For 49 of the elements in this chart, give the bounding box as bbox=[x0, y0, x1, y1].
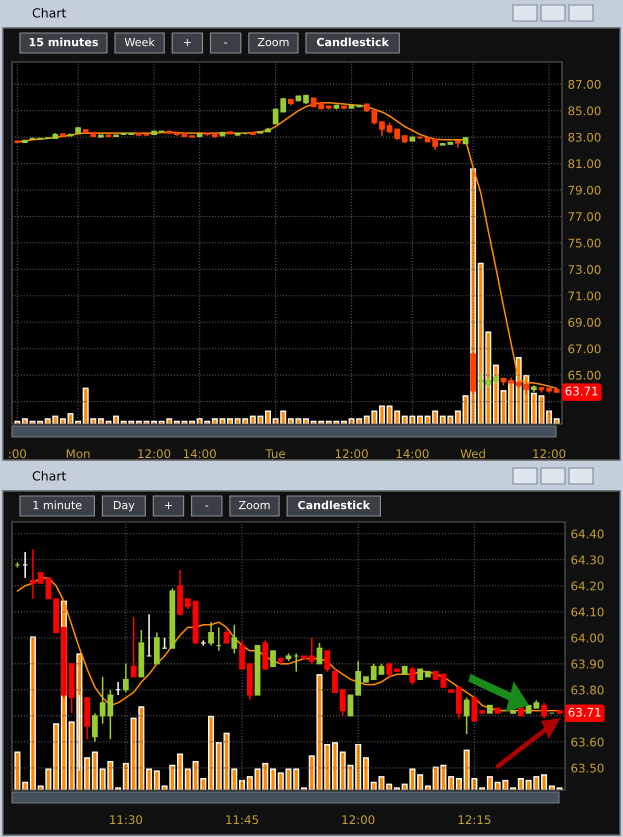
y-tick-label: 79.00 bbox=[568, 186, 601, 195]
text: Week bbox=[124, 38, 155, 46]
x-tick-label: Wed bbox=[460, 449, 485, 458]
y-tick-label: 85.00 bbox=[568, 106, 601, 116]
text: Candlestick bbox=[298, 500, 370, 510]
x-tick-label: 14:00 bbox=[184, 449, 216, 458]
x-tick-label: 11:45 bbox=[226, 815, 258, 824]
y-tick-label: 64.20 bbox=[571, 581, 604, 590]
chart-title: Chart bbox=[32, 8, 66, 18]
x-tick-label: Mon bbox=[66, 449, 90, 458]
y-tick-label: 71.00 bbox=[568, 291, 601, 300]
text: 1 minute bbox=[34, 500, 82, 510]
x-tick-label: 12:15 bbox=[458, 815, 490, 824]
y-tick-label: 81.00 bbox=[568, 159, 601, 168]
x-tick-label: 12:00 bbox=[342, 815, 374, 824]
x-tick-label: 11:30 bbox=[110, 815, 142, 824]
x-tick-label: Tue bbox=[265, 449, 286, 458]
y-tick-label: 64.30 bbox=[571, 555, 604, 564]
y-tick-label: 83.00 bbox=[568, 132, 601, 142]
text: Candlestick bbox=[316, 38, 390, 46]
y-tick-label: 63.90 bbox=[571, 660, 604, 668]
text: + bbox=[164, 502, 172, 510]
text: 15 minutes bbox=[30, 38, 98, 46]
y-tick-label: 64.10 bbox=[571, 607, 604, 616]
chart-title: Chart bbox=[32, 470, 66, 481]
y-tick-label: 69.00 bbox=[568, 318, 601, 327]
x-tick-label: 14:00 bbox=[396, 449, 429, 458]
y-tick-label: 65.00 bbox=[568, 370, 601, 380]
text: Zoom bbox=[238, 500, 270, 510]
y-tick-label: 77.00 bbox=[568, 212, 601, 222]
text: Zoom bbox=[258, 38, 288, 46]
text: - bbox=[224, 42, 228, 44]
x-tick-label: 12:00 bbox=[336, 449, 368, 458]
y-tick-label: 63.60 bbox=[571, 738, 604, 747]
y-tick-label: 87.00 bbox=[568, 80, 601, 89]
y-tick-label: 67.00 bbox=[568, 344, 601, 354]
y-tick-label: 75.00 bbox=[568, 238, 601, 248]
y-tick-label: 64.40 bbox=[571, 529, 604, 538]
annotation: 63.71 bbox=[568, 708, 600, 717]
y-tick-label: 63.80 bbox=[571, 686, 604, 694]
annotation: 63.71 bbox=[566, 386, 598, 396]
text: Day bbox=[114, 500, 134, 512]
y-tick-label: 63.50 bbox=[571, 764, 604, 773]
x-tick-label: 12:00 bbox=[138, 449, 170, 458]
y-tick-label: 64.00 bbox=[571, 634, 604, 642]
x-tick-label: :00 bbox=[9, 449, 26, 458]
y-tick-label: 73.00 bbox=[568, 265, 601, 274]
x-tick-label: 12:00 bbox=[533, 449, 566, 458]
text: + bbox=[184, 39, 191, 46]
